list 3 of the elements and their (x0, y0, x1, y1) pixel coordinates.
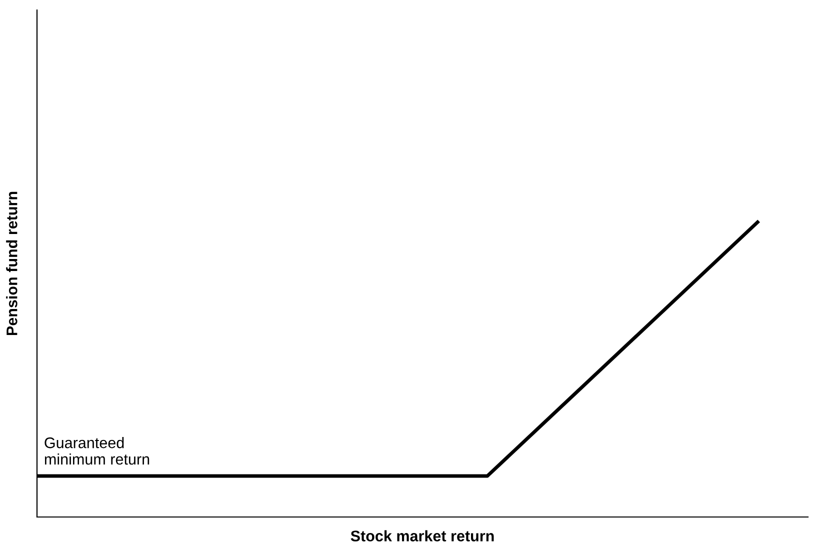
x-axis-title: Stock market return (350, 530, 494, 542)
annotation: Guaranteed minimum return (44, 436, 150, 465)
y-axis-title: Pension fund return (6, 192, 18, 336)
